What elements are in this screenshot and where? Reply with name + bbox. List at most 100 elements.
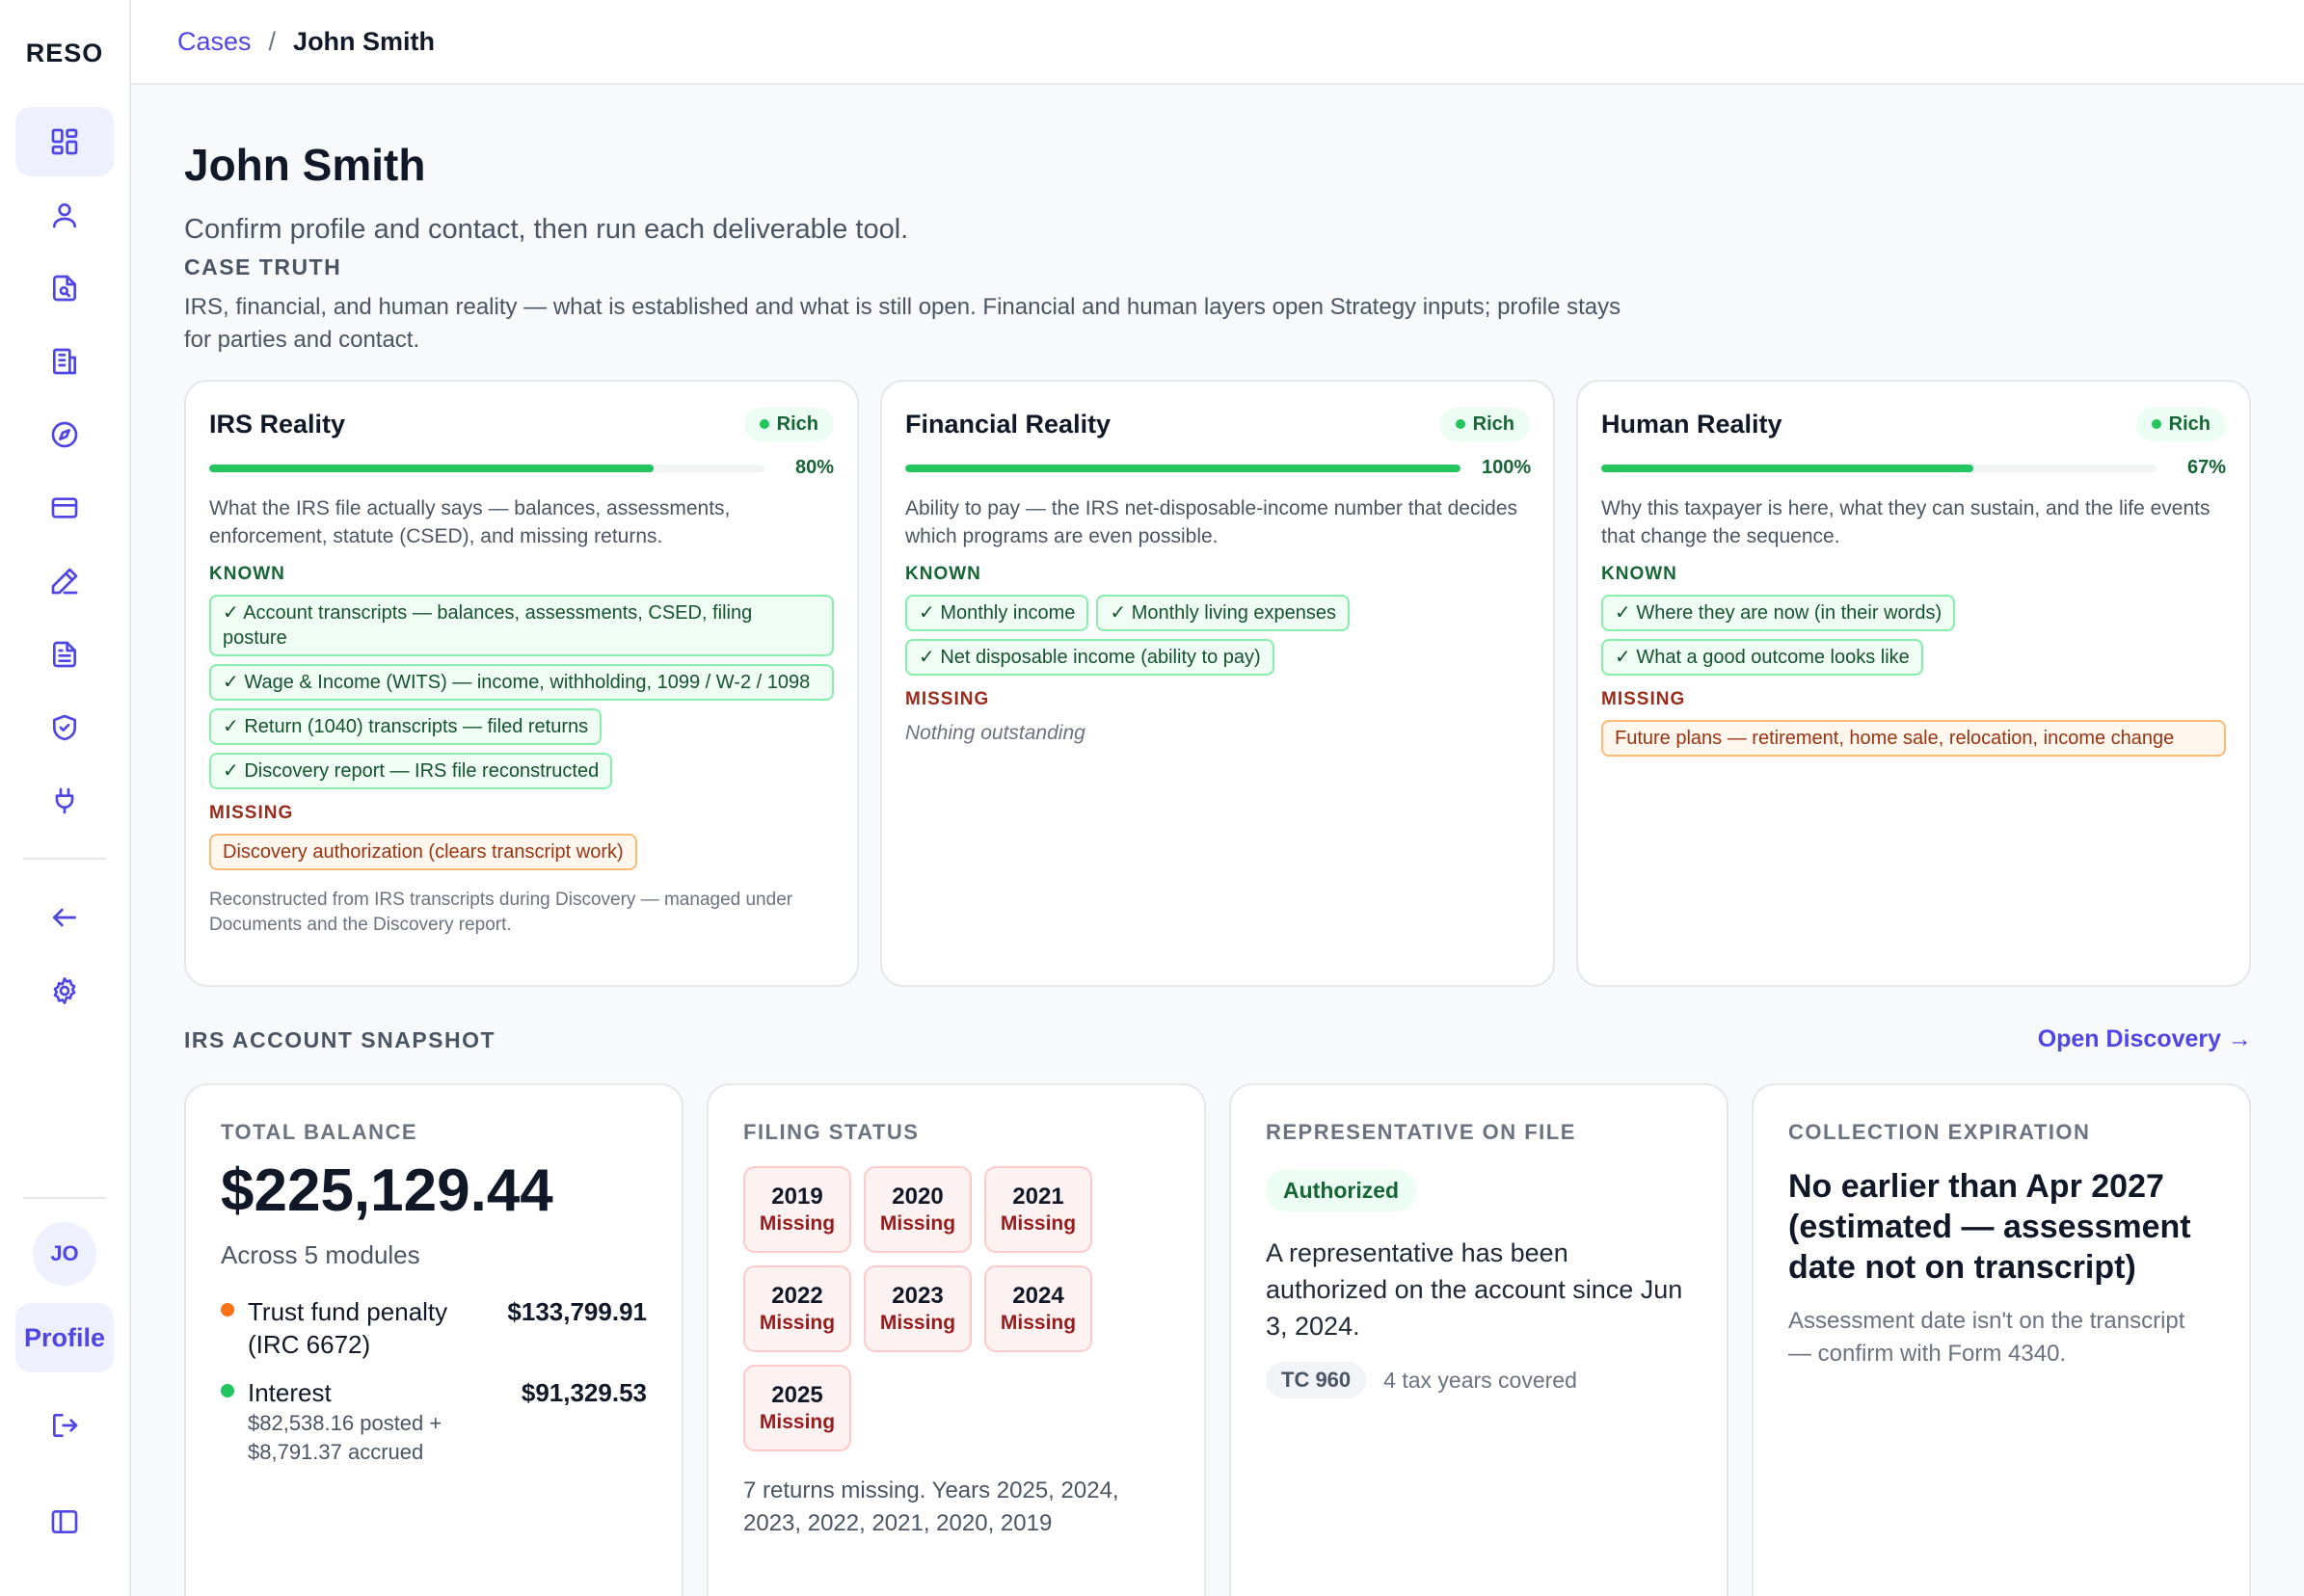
filing-year-chip[interactable]: 2021 Missing [984, 1166, 1092, 1253]
known-item[interactable]: ✓ Wage & Income (WITS) — income, withhol… [209, 664, 834, 701]
pen-icon [51, 568, 78, 595]
nav-integrations[interactable] [15, 766, 114, 836]
balance-subtitle: Across 5 modules [221, 1240, 420, 1269]
balance-item-amount: $91,329.53 [521, 1378, 647, 1407]
nav-dashboard[interactable] [15, 107, 114, 176]
authorized-badge: Authorized [1266, 1170, 1417, 1211]
dashboard-icon [51, 128, 78, 155]
years-covered: 4 tax years covered [1383, 1367, 1577, 1393]
known-item[interactable]: ✓ Monthly income [905, 595, 1089, 631]
progress-bar [209, 464, 764, 472]
status-badge-label: Rich [2168, 412, 2210, 435]
human-reality-card[interactable]: Human Reality Rich 67% Why this taxpayer… [1576, 380, 2251, 987]
nav-settings[interactable] [15, 956, 114, 1025]
filing-year: 2019 [771, 1184, 823, 1210]
status-badge: Rich [1439, 407, 1530, 441]
nav-client[interactable] [15, 180, 114, 250]
profile-button[interactable]: Profile [15, 1303, 114, 1372]
shield-check-icon [53, 714, 76, 741]
missing-item[interactable]: Future plans — retirement, home sale, re… [1601, 720, 2226, 757]
filing-year-chip[interactable]: 2019 Missing [743, 1166, 851, 1253]
filing-year-status: Missing [1000, 1212, 1077, 1235]
breadcrumb-separator: / [268, 26, 277, 56]
progress-percent: 100% [1482, 457, 1532, 478]
progress-fill [1601, 464, 1973, 472]
nav-payments[interactable] [15, 473, 114, 543]
missing-label: MISSING [209, 803, 294, 823]
filing-year-chip[interactable]: 2024 Missing [984, 1265, 1092, 1352]
known-item[interactable]: ✓ What a good outcome looks like [1601, 639, 1923, 676]
sidebar-toggle-icon [51, 1510, 78, 1533]
known-label: KNOWN [1601, 564, 1677, 584]
nav-discovery[interactable] [15, 253, 114, 323]
missing-item[interactable]: Discovery authorization (clears transcri… [209, 834, 637, 870]
file-text-icon [53, 641, 76, 668]
filing-year-chip[interactable]: 2023 Missing [864, 1265, 972, 1352]
nav-logout[interactable] [15, 1391, 114, 1460]
filing-year: 2023 [892, 1283, 944, 1309]
progress-fill [209, 464, 654, 472]
compass-icon [51, 421, 78, 448]
tc-code-badge: TC 960 [1266, 1362, 1367, 1398]
known-label: KNOWN [905, 564, 981, 584]
status-dot [2151, 419, 2161, 429]
nav-strategy[interactable] [15, 400, 114, 469]
balance-item-amount: $133,799.91 [507, 1297, 647, 1326]
filing-year-status: Missing [759, 1411, 836, 1433]
missing-label: MISSING [1601, 689, 1686, 709]
missing-label: MISSING [905, 689, 990, 709]
status-dot [1455, 419, 1465, 429]
progress-percent: 80% [794, 457, 834, 478]
card-heading: REPRESENTATIVE ON FILE [1266, 1120, 1576, 1144]
filing-year-status: Missing [759, 1212, 836, 1235]
representative-text: A representative has been authorized on … [1266, 1238, 1683, 1341]
nav-drafting[interactable] [15, 546, 114, 616]
filing-year: 2020 [892, 1184, 944, 1210]
nav-entities[interactable] [15, 327, 114, 396]
card-heading: FILING STATUS [743, 1120, 920, 1144]
balance-item-detail: $82,538.16 posted + $8,791.37 accrued [248, 1411, 442, 1464]
known-item[interactable]: ✓ Return (1040) transcripts — filed retu… [209, 708, 603, 745]
filing-year-chip[interactable]: 2020 Missing [864, 1166, 972, 1253]
nav-documents[interactable] [15, 620, 114, 689]
nav-collapse-sidebar[interactable] [15, 1487, 114, 1556]
arrow-left-icon [53, 908, 76, 927]
card-description: Why this taxpayer is here, what they can… [1601, 497, 2210, 547]
total-balance-amount: $225,129.44 [221, 1157, 553, 1224]
collection-expiration-card: COLLECTION EXPIRATION No earlier than Ap… [1752, 1083, 2251, 1596]
filing-year-chip[interactable]: 2022 Missing [743, 1265, 851, 1352]
breadcrumb-current: John Smith [293, 26, 436, 56]
filing-year-status: Missing [759, 1312, 836, 1334]
progress-fill [905, 464, 1460, 472]
balance-row: Trust fund penalty (IRC 6672) $133,799.9… [221, 1295, 647, 1361]
card-heading: COLLECTION EXPIRATION [1788, 1120, 2091, 1144]
nav-compliance[interactable] [15, 693, 114, 762]
snapshot-label: IRS ACCOUNT SNAPSHOT [184, 1027, 496, 1052]
financial-reality-card[interactable]: Financial Reality Rich 100% Ability to p… [880, 380, 1555, 987]
status-badge-label: Rich [1472, 412, 1514, 435]
avatar[interactable]: JO [33, 1222, 96, 1286]
known-item[interactable]: ✓ Where they are now (in their words) [1601, 595, 1956, 631]
sidebar-divider-bottom [23, 1197, 106, 1199]
known-item[interactable]: ✓ Monthly living expenses [1096, 595, 1351, 631]
representative-card: REPRESENTATIVE ON FILE Authorized A repr… [1229, 1083, 1728, 1596]
breadcrumb-cases-link[interactable]: Cases [177, 26, 252, 56]
filing-year-status: Missing [879, 1212, 956, 1235]
filing-note: 7 returns missing. Years 2025, 2024, 202… [743, 1477, 1119, 1536]
open-discovery-link[interactable]: Open Discovery → [2037, 1025, 2252, 1052]
known-item[interactable]: ✓ Account transcripts — balances, assess… [209, 595, 834, 656]
filing-year-chip[interactable]: 2025 Missing [743, 1365, 851, 1451]
status-dot [759, 419, 769, 429]
known-item[interactable]: ✓ Net disposable income (ability to pay) [905, 639, 1274, 676]
filing-year-status: Missing [879, 1312, 956, 1334]
plug-icon [55, 787, 74, 814]
nothing-outstanding: Nothing outstanding [905, 722, 1085, 744]
nav-back[interactable] [15, 883, 114, 952]
filing-year: 2022 [771, 1283, 823, 1309]
known-item[interactable]: ✓ Discovery report — IRS file reconstruc… [209, 753, 613, 789]
filing-year: 2025 [771, 1382, 823, 1408]
building-icon [53, 348, 76, 375]
status-badge-label: Rich [776, 412, 818, 435]
irs-reality-card[interactable]: IRS Reality Rich 80% What the IRS file a… [184, 380, 859, 987]
brand-logo: RESO [25, 39, 104, 67]
